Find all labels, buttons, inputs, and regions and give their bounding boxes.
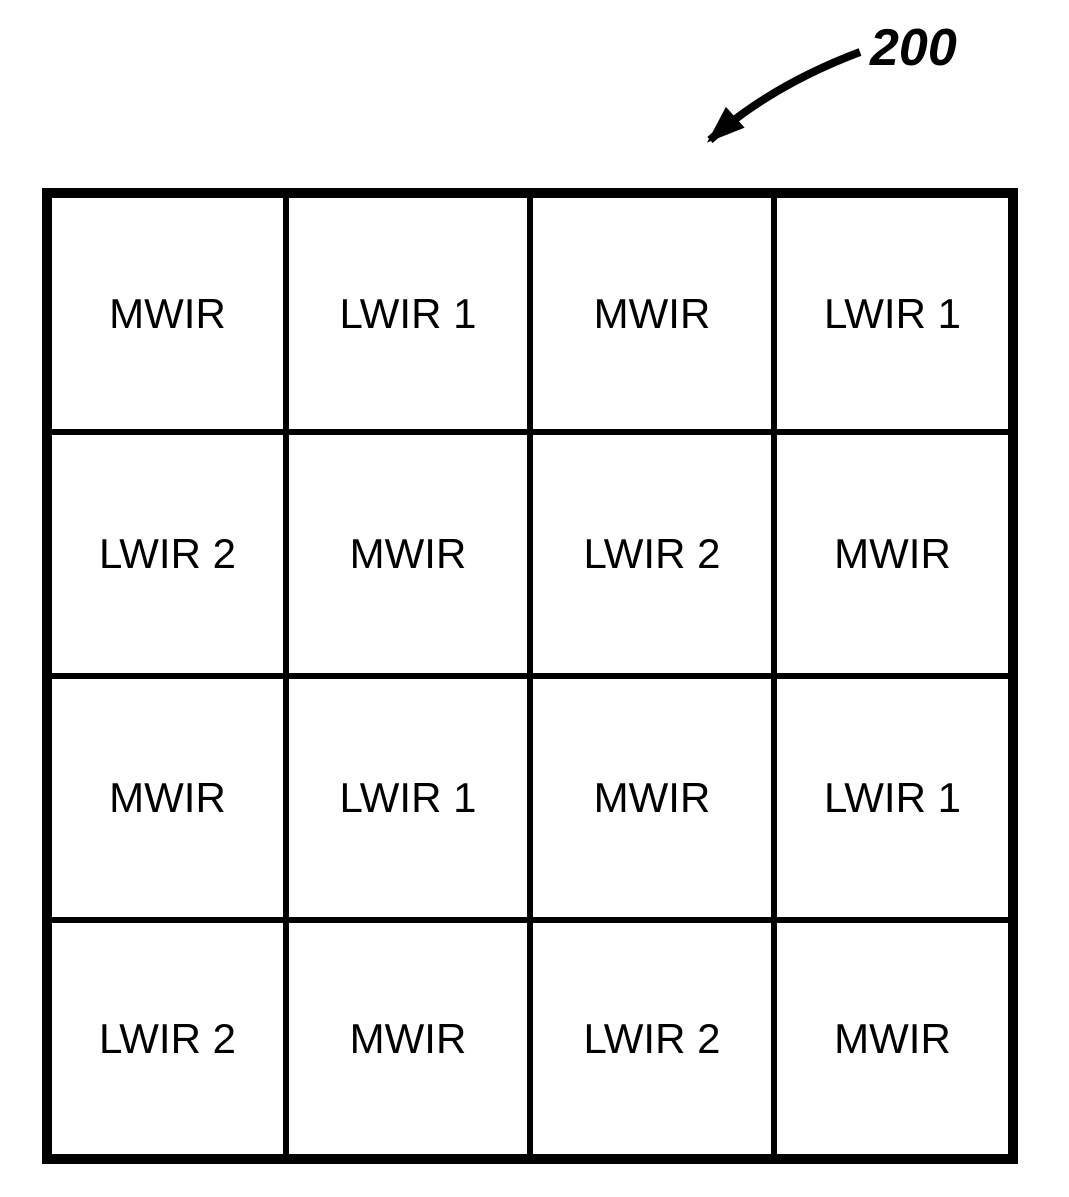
detector-cell: LWIR 2 (42, 920, 286, 1164)
detector-cell: LWIR 1 (286, 676, 530, 920)
detector-cell: MWIR (286, 432, 530, 676)
detector-cell: MWIR (774, 432, 1018, 676)
detector-cell: LWIR 1 (774, 188, 1018, 432)
callout-label: 200 (870, 18, 957, 78)
detector-cell: MWIR (42, 188, 286, 432)
detector-cell: MWIR (530, 676, 774, 920)
detector-cell: LWIR 2 (42, 432, 286, 676)
detector-cell: LWIR 2 (530, 432, 774, 676)
callout-arrow-head (707, 107, 745, 143)
callout-arrow-path (710, 52, 860, 140)
detector-cell: LWIR 2 (530, 920, 774, 1164)
detector-cell: MWIR (286, 920, 530, 1164)
detector-grid: MWIRLWIR 1MWIRLWIR 1LWIR 2MWIRLWIR 2MWIR… (42, 188, 1018, 1164)
detector-cell: LWIR 1 (286, 188, 530, 432)
detector-cell: MWIR (530, 188, 774, 432)
diagram-page: 200 MWIRLWIR 1MWIRLWIR 1LWIR 2MWIRLWIR 2… (0, 0, 1069, 1197)
detector-cell: MWIR (774, 920, 1018, 1164)
detector-cell: MWIR (42, 676, 286, 920)
detector-cell: LWIR 1 (774, 676, 1018, 920)
